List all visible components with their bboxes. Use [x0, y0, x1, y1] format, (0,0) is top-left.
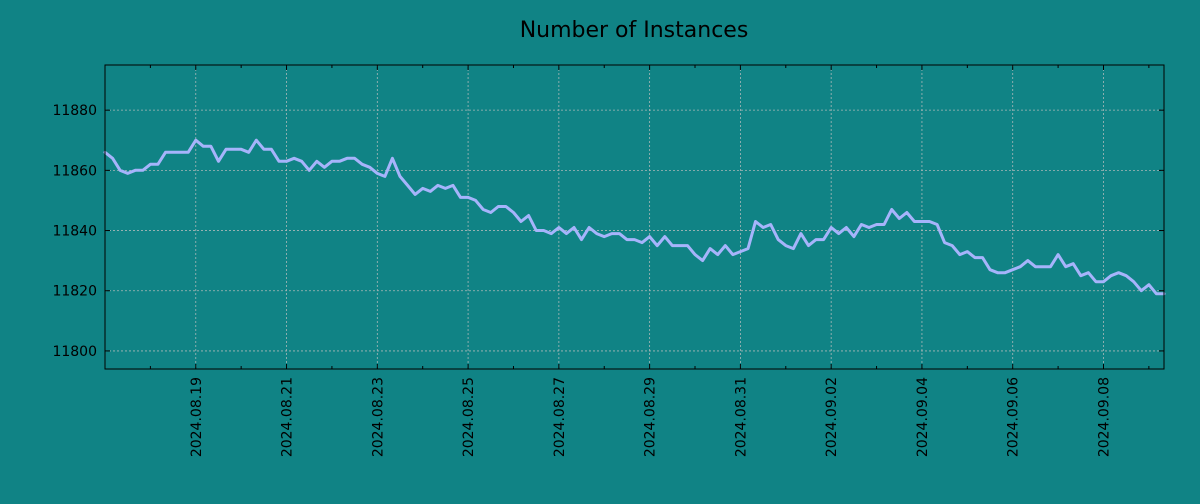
x-tick-label: 2024.09.06	[1006, 377, 1022, 457]
x-tick-label: 2024.08.27	[552, 377, 568, 457]
chart-title: Number of Instances	[520, 18, 749, 43]
grid-lines	[105, 65, 1164, 369]
x-tick-label: 2024.08.25	[461, 377, 477, 457]
x-tick-label: 2024.08.21	[280, 377, 296, 457]
x-tick-label: 2024.09.02	[824, 377, 840, 457]
y-tick-label: 11820	[52, 284, 97, 300]
series-line	[103, 138, 1166, 296]
y-axis: 11800 11820 11840 11860 11880	[52, 103, 1164, 360]
series-layer	[103, 138, 1166, 296]
x-tick-label: 2024.09.08	[1096, 377, 1112, 457]
y-tick-label: 11860	[52, 163, 97, 179]
x-tick-label: 2024.08.19	[189, 377, 205, 457]
x-tick-label: 2024.08.31	[733, 377, 749, 457]
y-tick-label: 11840	[52, 224, 97, 240]
y-tick-label: 11880	[52, 103, 97, 119]
y-tick-label: 11800	[52, 344, 97, 360]
x-axis: 2024.08.19 2024.08.21 2024.08.23 2024.08.25…	[149, 65, 1150, 457]
plot-area-frame	[104, 64, 1165, 370]
x-tick-label: 2024.08.23	[370, 377, 386, 457]
x-tick-label: 2024.08.29	[643, 377, 659, 457]
x-tick-label: 2024.09.04	[915, 377, 931, 457]
